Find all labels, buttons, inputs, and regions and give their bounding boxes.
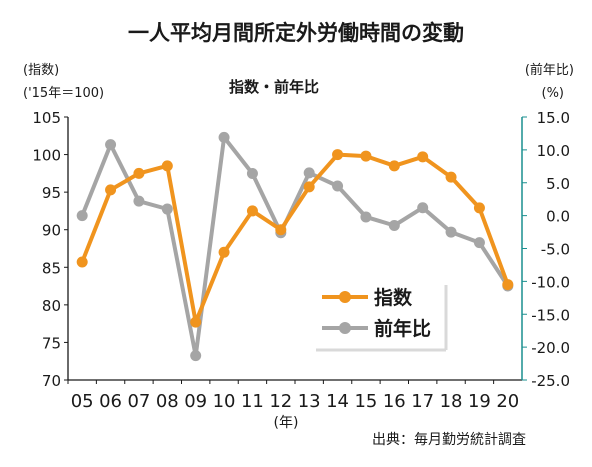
series-layer (76, 131, 514, 362)
data-point-yoy (161, 203, 173, 215)
left-tick-label: 80 (42, 297, 61, 315)
left-axis-label-2: ('15年＝100) (23, 86, 104, 101)
data-point-index (190, 316, 202, 328)
data-point-yoy (76, 210, 88, 222)
data-point-index (502, 279, 514, 291)
right-tick-label: -5.0 (541, 241, 570, 259)
x-tick-label: 19 (468, 391, 491, 412)
x-tick-label: 12 (269, 391, 292, 412)
data-point-index (218, 246, 230, 258)
data-point-yoy (473, 237, 485, 249)
right-tick-label: 5.0 (546, 175, 570, 193)
data-point-index (76, 256, 88, 268)
left-tick-label: 105 (32, 109, 61, 127)
axes: 70 75 80 85 90 95 100 105 -25.0 -20.0 -15.0 -10.0 -5… (32, 109, 570, 412)
x-tick-label: 08 (156, 391, 179, 412)
data-point-index (417, 151, 429, 163)
right-tick-label: 10.0 (537, 142, 570, 160)
data-point-yoy (133, 195, 145, 207)
data-point-index (275, 224, 287, 236)
x-tick-label: 20 (496, 391, 519, 412)
data-point-index (303, 181, 315, 193)
data-point-yoy (218, 131, 230, 143)
data-point-yoy (105, 139, 117, 151)
x-tick-label: 11 (241, 391, 264, 412)
data-point-index (161, 160, 173, 172)
legend-label-index: 指数 (374, 286, 413, 309)
data-point-index (445, 171, 457, 183)
x-tick-label: 10 (213, 391, 236, 412)
x-tick-label: 14 (326, 391, 349, 412)
data-point-yoy (303, 167, 315, 179)
data-point-yoy (246, 168, 258, 180)
right-tick-label: 15.0 (537, 109, 570, 127)
data-point-index (105, 184, 117, 196)
data-point-index (246, 205, 258, 217)
data-point-yoy (360, 211, 372, 223)
data-point-index (332, 149, 344, 161)
left-tick-label: 75 (42, 334, 61, 352)
data-point-yoy (388, 219, 400, 231)
x-tick-label: 09 (184, 391, 207, 412)
legend: 指数 前年比 (316, 285, 448, 352)
left-tick-label: 90 (42, 222, 61, 240)
data-point-yoy (332, 180, 344, 192)
x-tick-label: 05 (71, 391, 94, 412)
legend-label-yoy: 前年比 (374, 317, 431, 340)
left-axis-label-1: (指数) (23, 63, 59, 78)
series-line-index (80, 152, 510, 325)
left-tick-label: 85 (42, 259, 61, 277)
data-point-index (133, 167, 145, 179)
chart-title: 一人平均月間所定外労働時間の変動 (128, 21, 464, 45)
legend-marker-yoy (339, 322, 351, 334)
x-tick-label: 06 (99, 391, 122, 412)
right-tick-label: 0.0 (546, 208, 570, 226)
x-tick-label: 07 (127, 391, 150, 412)
chart-subtitle: 指数・前年比 (229, 78, 319, 96)
source-note: 出典：毎月勤労統計調査 (372, 432, 526, 448)
data-point-index (388, 160, 400, 172)
series-line-yoy (80, 135, 510, 358)
legend-marker-index (339, 291, 351, 303)
right-tick-label: -25.0 (531, 372, 570, 390)
data-point-yoy (190, 350, 202, 362)
right-tick-label: -15.0 (531, 306, 570, 324)
x-tick-label: 18 (440, 391, 463, 412)
left-tick-label: 100 (32, 147, 61, 165)
left-tick-label: 95 (42, 184, 61, 202)
right-tick-label: -10.0 (531, 273, 570, 291)
x-tick-label: 16 (383, 391, 406, 412)
x-tick-label: 15 (354, 391, 377, 412)
data-point-yoy (445, 226, 457, 238)
left-tick-label: 70 (42, 372, 61, 390)
right-tick-label: -20.0 (531, 339, 570, 357)
x-axis-label: (年) (274, 415, 299, 431)
data-point-index (473, 202, 485, 214)
right-axis-label-1: (前年比) (525, 62, 574, 78)
data-point-yoy (417, 202, 429, 214)
x-tick-label: 13 (298, 391, 321, 412)
x-tick-label: 17 (411, 391, 434, 412)
right-axis-label-2: (%) (542, 86, 565, 101)
data-point-index (360, 150, 372, 162)
